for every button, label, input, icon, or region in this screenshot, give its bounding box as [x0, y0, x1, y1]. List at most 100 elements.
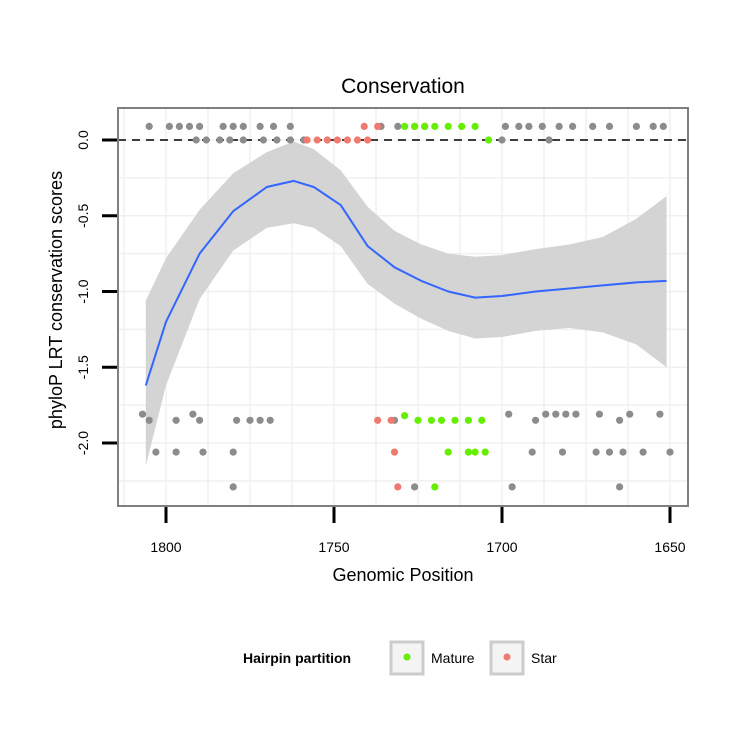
legend-title: Hairpin partition	[243, 650, 351, 666]
point-mature	[464, 416, 472, 424]
smooth-trend-line	[144, 179, 667, 386]
point-star	[313, 136, 321, 144]
point-other	[196, 416, 204, 424]
point-other	[528, 448, 536, 456]
point-other	[605, 122, 614, 130]
point-other	[508, 483, 516, 491]
point-other	[595, 410, 604, 418]
x-tick-label: 1650	[654, 539, 685, 555]
point-other	[656, 410, 664, 418]
point-other	[219, 122, 227, 130]
point-other	[498, 136, 506, 144]
point-other	[572, 410, 580, 418]
point-mature	[471, 122, 479, 130]
point-mature	[481, 448, 489, 456]
point-other	[542, 410, 550, 418]
point-mature	[451, 416, 459, 424]
point-other	[515, 122, 523, 130]
point-star	[364, 136, 372, 144]
point-other	[501, 122, 509, 130]
point-other	[239, 136, 247, 144]
point-other	[639, 448, 647, 456]
point-star	[374, 122, 382, 130]
legend-dot-mature	[403, 653, 411, 661]
point-other	[246, 416, 254, 424]
point-other	[233, 416, 241, 424]
x-axis-title: Genomic Position	[332, 565, 473, 585]
point-other	[626, 410, 634, 418]
point-other	[616, 483, 624, 491]
point-other	[619, 448, 627, 456]
point-other	[394, 122, 402, 130]
point-other	[145, 122, 153, 130]
point-other	[152, 448, 160, 456]
point-other	[216, 136, 224, 144]
legend-dot-star	[503, 653, 511, 661]
point-other	[172, 416, 180, 424]
point-other	[505, 410, 513, 418]
point-mature	[485, 136, 493, 144]
confidence-ribbon	[145, 141, 667, 466]
point-mature	[427, 416, 435, 424]
point-other	[172, 448, 180, 456]
point-star	[343, 136, 351, 144]
point-mature	[437, 416, 446, 424]
point-star	[394, 483, 402, 491]
point-mature	[401, 412, 409, 420]
point-other	[532, 416, 540, 424]
point-other	[666, 448, 674, 456]
point-other	[196, 122, 204, 130]
point-other	[256, 416, 264, 424]
y-tick-label: -1.5	[75, 355, 91, 379]
point-other	[165, 122, 173, 130]
point-other	[269, 122, 278, 130]
point-other	[138, 410, 147, 418]
point-other	[545, 136, 553, 144]
point-other	[259, 136, 267, 144]
legend-label-mature: Mature	[431, 650, 475, 666]
point-other	[592, 448, 600, 456]
point-star	[303, 136, 311, 144]
point-other	[175, 122, 183, 130]
y-tick-label: -1.0	[75, 279, 91, 303]
x-tick-label: 1700	[486, 539, 517, 555]
x-axis: 1800 1750 1700 1650	[150, 507, 686, 555]
point-other	[605, 448, 614, 456]
y-tick-label: 0.0	[75, 130, 91, 150]
point-other	[632, 122, 641, 130]
point-other	[256, 122, 264, 130]
point-star	[333, 136, 341, 144]
point-mature	[414, 416, 422, 424]
point-other	[286, 136, 294, 144]
chart-title: Conservation	[341, 75, 465, 98]
plot-panel	[117, 107, 689, 507]
point-other	[226, 136, 234, 144]
point-other	[286, 122, 294, 130]
point-other	[659, 122, 667, 130]
point-other	[562, 410, 570, 418]
point-star	[387, 416, 395, 424]
legend: Hairpin partition Mature Star	[243, 640, 557, 676]
point-star	[360, 122, 368, 130]
point-other	[192, 136, 200, 144]
point-mature	[401, 122, 409, 130]
point-mature	[431, 483, 439, 491]
point-star	[374, 416, 382, 424]
point-mature	[444, 448, 452, 456]
point-mature	[431, 122, 439, 130]
point-mature	[471, 448, 479, 456]
y-axis-title: phyloP LRT conservation scores	[46, 171, 66, 429]
point-other	[538, 122, 546, 130]
point-other	[185, 122, 194, 130]
point-other	[145, 416, 153, 424]
point-other	[558, 448, 567, 456]
point-other	[589, 122, 597, 130]
point-other	[239, 122, 247, 130]
point-other	[616, 416, 624, 424]
point-mature	[411, 122, 419, 130]
point-other	[189, 410, 197, 418]
point-star	[390, 448, 399, 456]
x-tick-label: 1800	[150, 539, 181, 555]
x-tick-label: 1750	[318, 539, 349, 555]
